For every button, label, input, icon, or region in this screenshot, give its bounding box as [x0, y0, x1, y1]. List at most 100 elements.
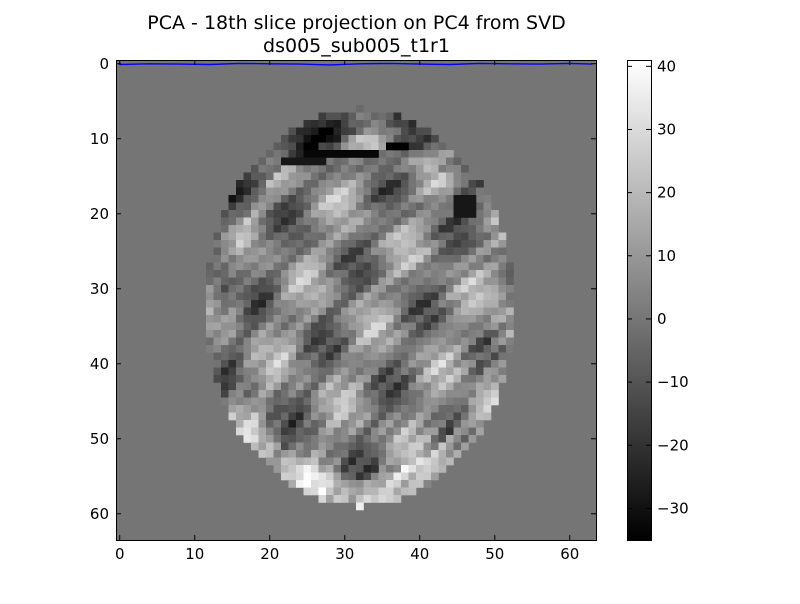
heatmap-cell — [281, 247, 289, 256]
heatmap-cell — [333, 232, 342, 241]
heatmap-cell — [378, 135, 387, 143]
heatmap-cell — [416, 472, 424, 481]
heatmap-cell — [446, 352, 454, 361]
heatmap-cell — [386, 390, 394, 398]
heatmap-cell — [251, 255, 259, 263]
heatmap-cell — [483, 375, 492, 383]
heatmap-cell — [483, 322, 492, 331]
heatmap-cell — [476, 330, 484, 338]
heatmap-cell — [258, 187, 267, 196]
heatmap-cell — [326, 375, 334, 383]
heatmap-cell — [311, 427, 319, 436]
heatmap-cell — [483, 255, 492, 263]
heatmap-cell — [431, 277, 439, 286]
heatmap-cell — [468, 330, 477, 338]
heatmap-patch-cell — [326, 150, 334, 158]
heatmap-cell — [386, 127, 394, 136]
heatmap-cell — [333, 382, 342, 391]
heatmap-cell — [273, 450, 282, 458]
heatmap-cell — [401, 277, 409, 286]
heatmap-cell — [266, 420, 274, 428]
heatmap-cell — [356, 285, 364, 293]
heatmap-cell — [333, 285, 342, 293]
heatmap-cell — [311, 352, 319, 361]
heatmap-cell — [431, 442, 439, 451]
heatmap-cell — [341, 457, 349, 466]
heatmap-cell — [228, 210, 237, 218]
heatmap-cell — [476, 337, 484, 346]
heatmap-cell — [378, 292, 387, 301]
heatmap-cell — [446, 442, 454, 451]
heatmap-cell — [393, 120, 402, 128]
heatmap-cell — [273, 382, 282, 391]
heatmap-cell — [258, 420, 267, 428]
heatmap-cell — [303, 472, 312, 481]
heatmap-cell — [273, 172, 282, 181]
heatmap-cell — [386, 420, 394, 428]
heatmap-cell — [266, 225, 274, 233]
heatmap-patch-cell — [281, 157, 289, 166]
heatmap-cell — [386, 270, 394, 278]
heatmap-cell — [266, 262, 274, 271]
heatmap-cell — [206, 330, 214, 338]
heatmap-cell — [483, 367, 492, 376]
heatmap-cell — [281, 187, 289, 196]
heatmap-cell — [498, 277, 507, 286]
heatmap-cell — [498, 232, 507, 241]
heatmap-cell — [498, 360, 507, 368]
heatmap-cell — [506, 307, 514, 316]
heatmap-cell — [273, 142, 282, 151]
heatmap-cell — [251, 172, 259, 181]
heatmap-cell — [506, 300, 514, 308]
heatmap-cell — [483, 360, 492, 368]
heatmap-cell — [386, 187, 394, 196]
heatmap-cell — [333, 375, 342, 383]
heatmap-cell — [431, 375, 439, 383]
heatmap-cell — [318, 300, 327, 308]
heatmap-cell — [468, 300, 477, 308]
heatmap-cell — [288, 390, 297, 398]
heatmap-cell — [318, 127, 327, 136]
heatmap-cell — [431, 180, 439, 188]
heatmap-cell — [453, 360, 462, 368]
heatmap-cell — [326, 367, 334, 376]
heatmap-cell — [311, 435, 319, 443]
heatmap-cell — [371, 270, 379, 278]
heatmap-cell — [348, 345, 357, 353]
heatmap-cell — [303, 450, 312, 458]
heatmap-cell — [356, 247, 364, 256]
heatmap-cell — [378, 352, 387, 361]
heatmap-cell — [288, 150, 297, 158]
heatmap-cell — [498, 262, 507, 271]
heatmap-patch-cell — [311, 150, 319, 158]
heatmap-cell — [356, 472, 364, 481]
heatmap-cell — [341, 352, 349, 361]
heatmap-cell — [281, 232, 289, 241]
heatmap-cell — [401, 405, 409, 413]
heatmap-cell — [438, 172, 447, 181]
heatmap-cell — [281, 412, 289, 421]
heatmap-cell — [333, 337, 342, 346]
heatmap-cell — [483, 412, 492, 421]
heatmap-cell — [296, 315, 304, 323]
heatmap-cell — [438, 157, 447, 166]
heatmap-cell — [333, 397, 342, 406]
heatmap-cell — [363, 345, 372, 353]
heatmap-cell — [221, 315, 229, 323]
heatmap-cell — [356, 315, 364, 323]
heatmap-cell — [281, 427, 289, 436]
heatmap-cell — [303, 382, 312, 391]
heatmap-cell — [446, 330, 454, 338]
heatmap-cell — [438, 240, 447, 248]
heatmap-cell — [461, 262, 469, 271]
heatmap-cell — [506, 270, 514, 278]
heatmap-cell — [378, 382, 387, 391]
heatmap-cell — [408, 367, 417, 376]
heatmap-cell — [273, 240, 282, 248]
heatmap-cell — [348, 165, 357, 173]
heatmap-cell — [326, 112, 334, 121]
heatmap-cell — [468, 262, 477, 271]
heatmap-cell — [393, 112, 402, 121]
heatmap-cell — [288, 457, 297, 466]
heatmap-cell — [356, 240, 364, 248]
